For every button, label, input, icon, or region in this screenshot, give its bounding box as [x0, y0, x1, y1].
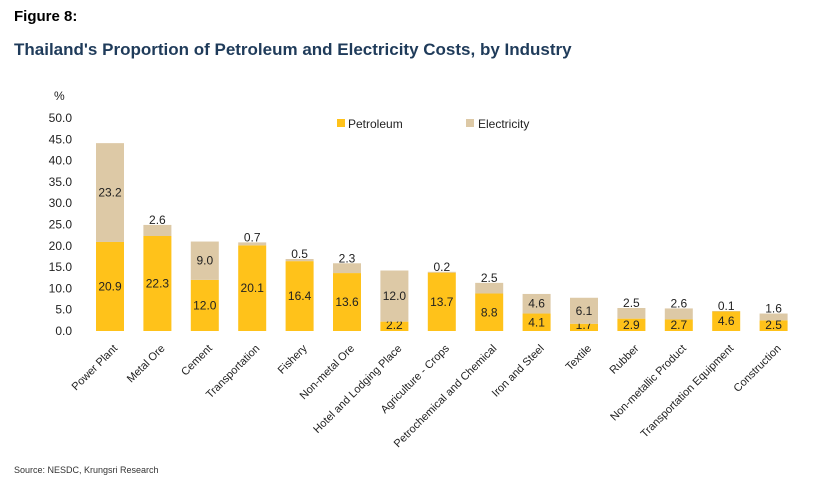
data-label-electricity: 0.5	[291, 247, 308, 261]
bar-petroleum	[238, 245, 267, 331]
bar-electricity	[617, 307, 646, 319]
data-label-electricity: 0.2	[433, 260, 450, 274]
data-label-electricity: 0.7	[244, 230, 261, 244]
data-label-petroleum: 16.4	[288, 289, 312, 303]
chart-title: Thailand's Proportion of Petroleum and E…	[14, 40, 572, 59]
data-label-electricity: 1.6	[765, 302, 782, 316]
data-label-petroleum: 4.6	[718, 314, 735, 328]
legend-swatch-electricity	[466, 119, 474, 127]
data-label-electricity: 2.6	[670, 296, 687, 310]
data-label-electricity: 2.3	[339, 251, 356, 265]
y-tick-label: 10.0	[49, 281, 73, 295]
data-label-electricity: 2.5	[623, 296, 640, 310]
data-label-petroleum: 2.7	[670, 318, 687, 332]
data-label-petroleum: 13.6	[335, 295, 359, 309]
bar-electricity	[190, 241, 219, 280]
data-label-electricity: 4.6	[528, 297, 545, 311]
bar-petroleum	[617, 318, 646, 331]
bar-petroleum	[143, 236, 172, 331]
data-label-petroleum: 2.5	[765, 318, 782, 332]
data-label-petroleum: 20.1	[241, 281, 265, 295]
bar-electricity	[285, 259, 314, 262]
x-category-label: Construction	[732, 343, 784, 395]
x-category-label: Fishery	[276, 342, 310, 376]
data-label-petroleum: 8.8	[481, 305, 498, 319]
x-category-label: Cement	[179, 343, 215, 379]
bar-electricity	[333, 263, 361, 274]
data-label-petroleum: 20.9	[98, 279, 122, 293]
x-category-label: Textile	[564, 343, 595, 374]
bar-petroleum	[333, 273, 361, 331]
bar-petroleum	[380, 321, 409, 331]
data-label-petroleum: 4.1	[528, 315, 545, 329]
bar-electricity	[96, 143, 124, 242]
bar-electricity	[712, 310, 741, 312]
bar-electricity	[143, 224, 172, 237]
data-label-electricity: 6.1	[576, 304, 593, 318]
bar-electricity	[427, 271, 456, 273]
bar-electricity	[522, 293, 551, 314]
source-note: Source: NESDC, Krungsri Research	[14, 465, 159, 475]
bar-electricity	[475, 282, 504, 294]
y-tick-label: 5.0	[55, 303, 72, 317]
y-tick-label: 20.0	[49, 239, 73, 253]
data-label-petroleum: 13.7	[430, 295, 454, 309]
bar-electricity	[759, 313, 788, 321]
x-category-label: Petrochemical and Chemical	[392, 343, 499, 450]
x-category-label: Power Plant	[70, 343, 120, 393]
x-category-label: Transportation Equipment	[639, 343, 737, 441]
bar-electricity	[380, 270, 409, 322]
bar-petroleum	[759, 320, 788, 331]
stacked-bar-chart: % 0.0 5.0 10.0 15.0 20.0 25.0 30.0 35.0 40.0 45.0…	[49, 89, 788, 450]
bar-petroleum	[664, 319, 693, 331]
x-category-label: Rubber	[608, 342, 642, 376]
bar-petroleum	[570, 323, 598, 331]
data-label-electricity: 0.1	[718, 299, 735, 313]
data-label-petroleum: 2.9	[623, 318, 640, 332]
y-axis-unit-label: %	[54, 89, 65, 103]
x-category-label: Hotel and Lodging Place	[311, 343, 404, 436]
y-tick-label: 40.0	[49, 154, 73, 168]
data-label-electricity: 9.0	[196, 254, 213, 268]
bar-petroleum	[285, 261, 314, 331]
y-tick-label: 35.0	[49, 175, 73, 189]
bar-petroleum	[475, 293, 504, 331]
bar-petroleum	[522, 313, 551, 331]
bar-electricity	[664, 308, 693, 320]
bar-petroleum	[190, 279, 219, 331]
data-label-petroleum: 22.3	[146, 277, 170, 291]
legend-label-electricity: Electricity	[478, 117, 529, 131]
y-tick-label: 30.0	[49, 196, 73, 210]
y-axis: 0.0 5.0 10.0 15.0 20.0 25.0 30.0 35.0 40.0 45.0 50…	[49, 111, 73, 338]
data-label-electricity: 23.2	[98, 186, 122, 200]
legend-label-petroleum: Petroleum	[348, 117, 403, 131]
data-label-electricity: 2.6	[149, 213, 166, 227]
category-labels: Power Plant Metal Ore Cement Transportation…	[70, 342, 784, 450]
bar-petroleum	[427, 272, 456, 331]
data-label-electricity: 2.5	[481, 271, 498, 285]
figure-label: Figure 8:	[14, 8, 78, 25]
bar-petroleum	[96, 241, 124, 331]
y-tick-label: 50.0	[49, 111, 73, 125]
y-tick-label: 15.0	[49, 260, 73, 274]
y-tick-label: 45.0	[49, 132, 73, 146]
y-tick-label: 25.0	[49, 218, 73, 232]
bars-group: 20.9 23.2 22.3 2.6 12.0 9.0 20.1 0.7 16.4 0.5 13.6…	[96, 143, 788, 332]
bar-electricity	[238, 242, 267, 246]
bar-electricity	[570, 297, 598, 324]
x-category-label: Metal Ore	[125, 343, 168, 386]
y-tick-label: 0.0	[55, 324, 72, 338]
legend-swatch-petroleum	[337, 119, 345, 127]
data-label-electricity: 12.0	[383, 289, 407, 303]
bar-petroleum	[712, 311, 741, 331]
data-label-petroleum: 12.0	[193, 298, 217, 312]
legend: Petroleum Electricity	[337, 117, 529, 131]
